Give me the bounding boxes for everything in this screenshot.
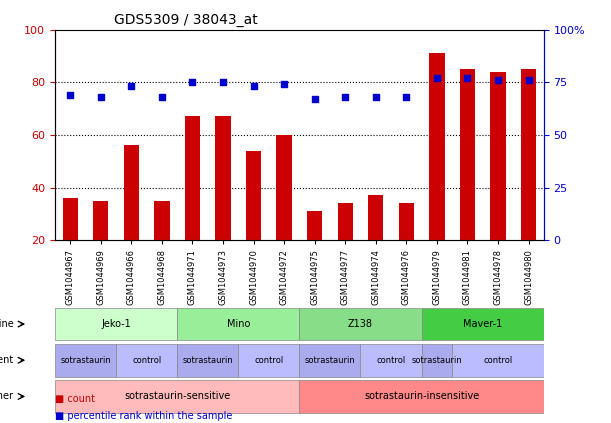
Point xyxy=(493,77,503,83)
FancyBboxPatch shape xyxy=(55,308,177,341)
Bar xyxy=(337,203,353,240)
Text: GDS5309 / 38043_at: GDS5309 / 38043_at xyxy=(114,13,257,27)
FancyBboxPatch shape xyxy=(422,344,452,376)
Text: cell line: cell line xyxy=(0,319,13,329)
Bar xyxy=(93,201,109,240)
Point xyxy=(310,96,320,102)
Point xyxy=(524,77,533,83)
Bar xyxy=(276,135,291,240)
Point xyxy=(279,81,289,88)
FancyBboxPatch shape xyxy=(299,344,360,376)
Bar xyxy=(215,116,231,240)
Text: control: control xyxy=(376,356,406,365)
Point xyxy=(65,91,75,98)
Bar xyxy=(307,211,323,240)
FancyBboxPatch shape xyxy=(299,308,422,341)
Text: sotrastaurin-insensitive: sotrastaurin-insensitive xyxy=(364,391,479,401)
Bar xyxy=(123,146,139,240)
Point xyxy=(126,83,136,90)
Text: sotrastaurin: sotrastaurin xyxy=(304,356,356,365)
Point xyxy=(340,93,350,100)
Text: sotrastaurin-sensitive: sotrastaurin-sensitive xyxy=(124,391,230,401)
FancyBboxPatch shape xyxy=(177,344,238,376)
Bar xyxy=(398,203,414,240)
FancyBboxPatch shape xyxy=(299,380,544,413)
Text: ■ percentile rank within the sample: ■ percentile rank within the sample xyxy=(55,411,232,421)
FancyBboxPatch shape xyxy=(116,344,177,376)
Text: control: control xyxy=(254,356,284,365)
FancyBboxPatch shape xyxy=(55,380,299,413)
FancyBboxPatch shape xyxy=(452,344,544,376)
Bar xyxy=(521,69,536,240)
Point xyxy=(249,83,258,90)
Bar xyxy=(368,195,384,240)
Point xyxy=(371,93,381,100)
Text: sotrastaurin: sotrastaurin xyxy=(60,356,111,365)
Bar xyxy=(490,72,505,240)
Text: sotrastaurin: sotrastaurin xyxy=(182,356,233,365)
FancyBboxPatch shape xyxy=(177,308,299,341)
FancyBboxPatch shape xyxy=(238,344,299,376)
Text: other: other xyxy=(0,391,13,401)
FancyBboxPatch shape xyxy=(422,308,544,341)
Text: sotrastaurin: sotrastaurin xyxy=(411,356,463,365)
Point xyxy=(218,79,228,85)
Point xyxy=(401,93,411,100)
Point xyxy=(463,74,472,81)
Text: Mino: Mino xyxy=(227,319,250,329)
Text: Z138: Z138 xyxy=(348,319,373,329)
Text: Jeko-1: Jeko-1 xyxy=(101,319,131,329)
FancyBboxPatch shape xyxy=(360,344,422,376)
Point xyxy=(432,74,442,81)
Point xyxy=(157,93,167,100)
Bar xyxy=(459,69,475,240)
Point xyxy=(188,79,197,85)
Text: agent: agent xyxy=(0,355,13,365)
Text: ■ count: ■ count xyxy=(55,394,95,404)
Bar xyxy=(246,151,262,240)
Text: control: control xyxy=(483,356,513,365)
Bar xyxy=(185,116,200,240)
Text: Maver-1: Maver-1 xyxy=(463,319,502,329)
Text: control: control xyxy=(132,356,161,365)
Bar xyxy=(154,201,169,240)
Point xyxy=(96,93,106,100)
Bar xyxy=(429,53,444,240)
Bar xyxy=(62,198,78,240)
FancyBboxPatch shape xyxy=(55,344,116,376)
